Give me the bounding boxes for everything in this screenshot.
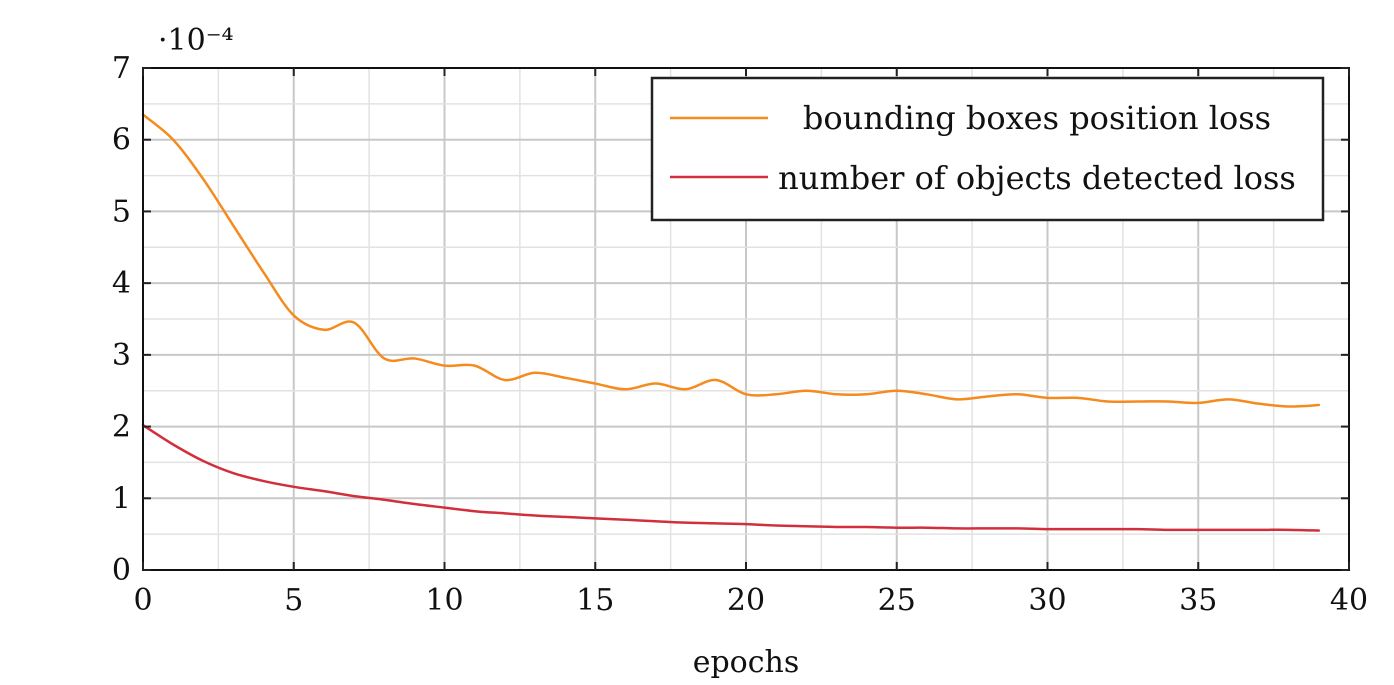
x-tick-label: 5 <box>284 583 303 618</box>
legend: bounding boxes position loss number of o… <box>650 76 1325 222</box>
y-tick-label: 0 <box>112 553 131 588</box>
y-tick-label: 1 <box>112 481 131 516</box>
x-tick-label: 35 <box>1179 583 1217 618</box>
x-tick-label: 20 <box>727 583 765 618</box>
y-tick-label: 2 <box>112 410 131 445</box>
series-line-objects-detected <box>141 423 1321 532</box>
x-tick-label: 15 <box>576 583 614 618</box>
y-tick-label: 4 <box>112 266 131 301</box>
y-tick-label: 6 <box>112 123 131 158</box>
series-line-bounding-boxes <box>141 113 1321 408</box>
x-tick-label: 25 <box>878 583 916 618</box>
y-tick-label: 3 <box>112 338 131 373</box>
x-tick-label: 30 <box>1028 583 1066 618</box>
x-tick-label: 10 <box>425 583 463 618</box>
series-layer <box>141 113 1321 532</box>
legend-label-bounding-boxes: bounding boxes position loss <box>803 99 1271 137</box>
x-axis-label: epochs <box>693 645 800 680</box>
y-tick-label: 7 <box>112 51 131 86</box>
y-axis-multiplier: ·10⁻⁴ <box>158 23 234 58</box>
legend-box <box>650 76 1325 222</box>
ticks: 0 5 10 15 20 25 30 35 40 0 1 2 3 4 5 6 7 <box>112 51 1368 618</box>
y-tick-label: 5 <box>112 194 131 229</box>
x-tick-label: 0 <box>133 583 152 618</box>
legend-label-objects-detected: number of objects detected loss <box>778 159 1296 197</box>
x-tick-label: 40 <box>1330 583 1368 618</box>
